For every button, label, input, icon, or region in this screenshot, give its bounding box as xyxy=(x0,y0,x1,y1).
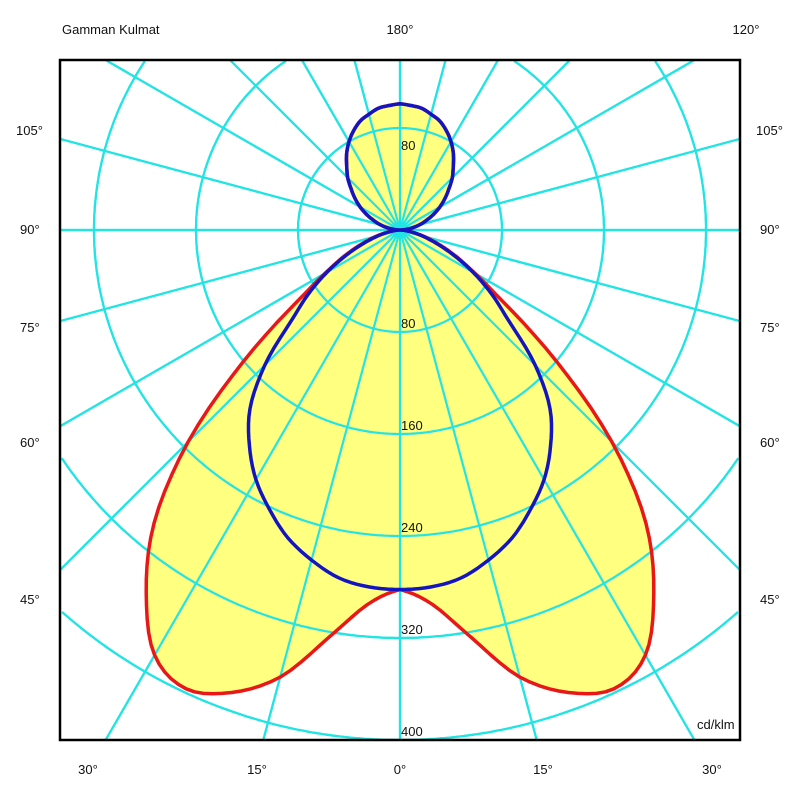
grid-spoke xyxy=(399,60,695,231)
series-line-1 xyxy=(246,102,554,592)
left-angle-label: 60° xyxy=(20,435,40,450)
top-right-angle-label: 120° xyxy=(732,22,760,37)
radial-tick-label: 160 xyxy=(401,418,423,433)
right-angle-label: 90° xyxy=(760,222,780,237)
grid-spoke xyxy=(60,228,401,323)
right-angle-label: 60° xyxy=(760,435,780,450)
grid-spoke xyxy=(229,60,401,231)
bottom-angle-label: 0° xyxy=(393,762,407,777)
grid-spoke xyxy=(398,229,538,740)
left-angle-label: 75° xyxy=(20,320,40,335)
grid-spoke xyxy=(399,60,571,231)
bottom-angle-label: 15° xyxy=(533,762,553,777)
left-angle-label: 90° xyxy=(20,222,40,237)
grid-spoke xyxy=(105,60,401,231)
right-angle-label: 45° xyxy=(760,592,780,607)
curves xyxy=(60,60,740,740)
grid-spoke xyxy=(60,229,401,428)
radial-tick-label: 320 xyxy=(401,622,423,637)
unit-label: cd/klm xyxy=(697,717,735,732)
left-angle-label: 105° xyxy=(16,123,43,138)
grid-spoke xyxy=(398,60,447,231)
plot-frame xyxy=(58,58,742,742)
grid-spoke xyxy=(262,229,402,740)
chart-title: Gamman Kulmat xyxy=(62,22,160,37)
grid-spoke xyxy=(399,60,500,231)
grid-spoke xyxy=(399,137,740,232)
radial-tick-label: 400 xyxy=(401,724,423,739)
grid-spoke xyxy=(399,229,740,428)
radial-tick-label-upper: 80 xyxy=(401,138,415,153)
top-angle-label: 180° xyxy=(386,22,414,37)
grid-spoke xyxy=(399,229,740,571)
grid-spoke xyxy=(60,137,401,232)
right-angle-label: 75° xyxy=(760,320,780,335)
right-angle-label: 105° xyxy=(756,123,783,138)
radial-tick-label: 80 xyxy=(401,316,415,331)
grid-spoke xyxy=(60,229,401,571)
bottom-angle-label: 15° xyxy=(247,762,267,777)
grid-ring xyxy=(61,611,739,740)
grid-spoke xyxy=(353,60,402,231)
grid-ring xyxy=(92,60,708,538)
grid-ring xyxy=(194,60,606,436)
bottom-angle-label: 30° xyxy=(702,762,722,777)
grid-spoke xyxy=(399,228,740,323)
left-angle-label: 45° xyxy=(20,592,40,607)
radial-tick-label: 240 xyxy=(401,520,423,535)
grid-spoke xyxy=(300,60,401,231)
bottom-angle-label: 30° xyxy=(78,762,98,777)
